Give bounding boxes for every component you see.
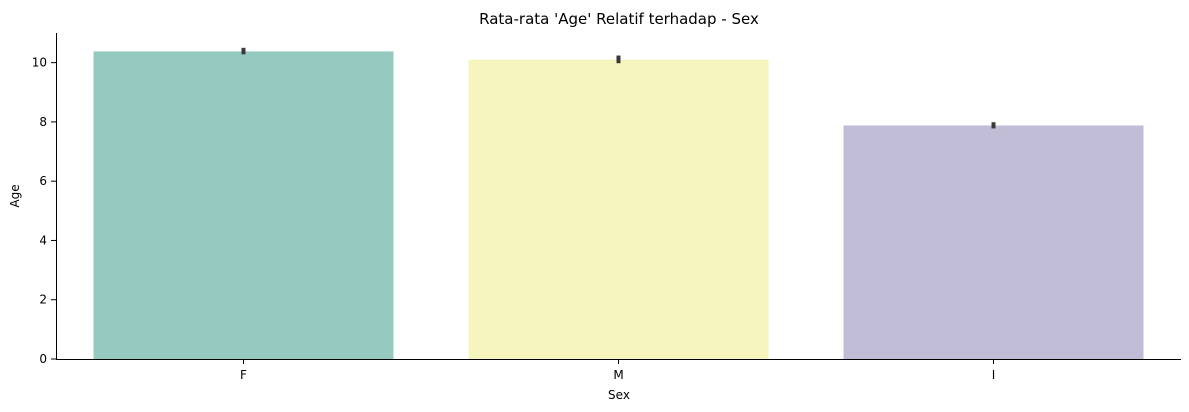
x-tick-label: F <box>240 368 247 382</box>
y-tick-label: 2 <box>39 293 47 307</box>
y-tick-label: 0 <box>39 352 47 366</box>
y-tick-label: 6 <box>39 174 47 188</box>
x-tick-label: M <box>613 368 623 382</box>
bar-i <box>843 125 1144 359</box>
y-tick-label: 10 <box>32 56 47 70</box>
chart-title: Rata-rata 'Age' Relatif terhadap - Sex <box>479 10 759 28</box>
x-tick-label: I <box>992 368 996 382</box>
y-tick-label: 4 <box>39 233 47 247</box>
x-axis-title: Sex <box>608 388 630 402</box>
y-tick-label: 8 <box>39 115 47 129</box>
y-axis-title: Age <box>8 184 22 207</box>
bars-layer <box>93 51 1144 360</box>
error-bars-layer <box>241 47 996 129</box>
y-ticks: 0 2 4 6 8 10 <box>32 56 56 366</box>
bar-m <box>468 59 769 359</box>
bar-f <box>93 51 394 360</box>
